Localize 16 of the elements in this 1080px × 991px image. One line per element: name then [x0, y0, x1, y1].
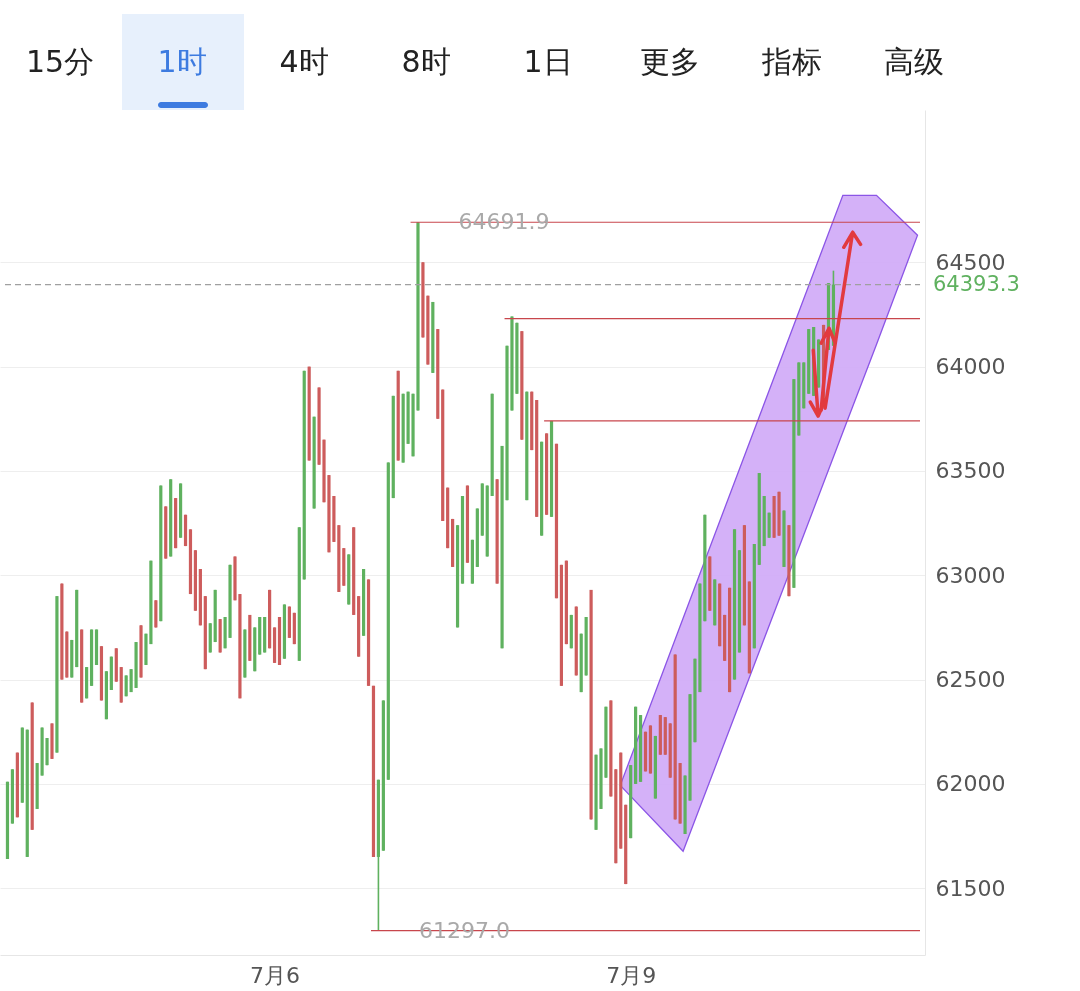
x-tick-label: 7月6	[250, 962, 301, 988]
text: 1日	[523, 44, 573, 79]
text: 更多	[640, 44, 700, 79]
y-tick-label: 63500	[935, 458, 1006, 484]
y-tick-label: 61500	[935, 875, 1006, 901]
x-tick-label: 7月9	[606, 962, 657, 988]
y-tick-label: 63000	[935, 562, 1006, 588]
text: 4时	[279, 44, 329, 79]
text: 15分	[25, 44, 95, 79]
text: 8时	[401, 44, 451, 79]
text: 1时	[157, 44, 207, 79]
text: 指标	[761, 44, 822, 79]
y-tick-label: 62000	[935, 771, 1006, 797]
y-tick-label: 64000	[935, 354, 1006, 380]
text: 高级	[884, 44, 944, 79]
y-tick-label: 62500	[935, 667, 1006, 693]
